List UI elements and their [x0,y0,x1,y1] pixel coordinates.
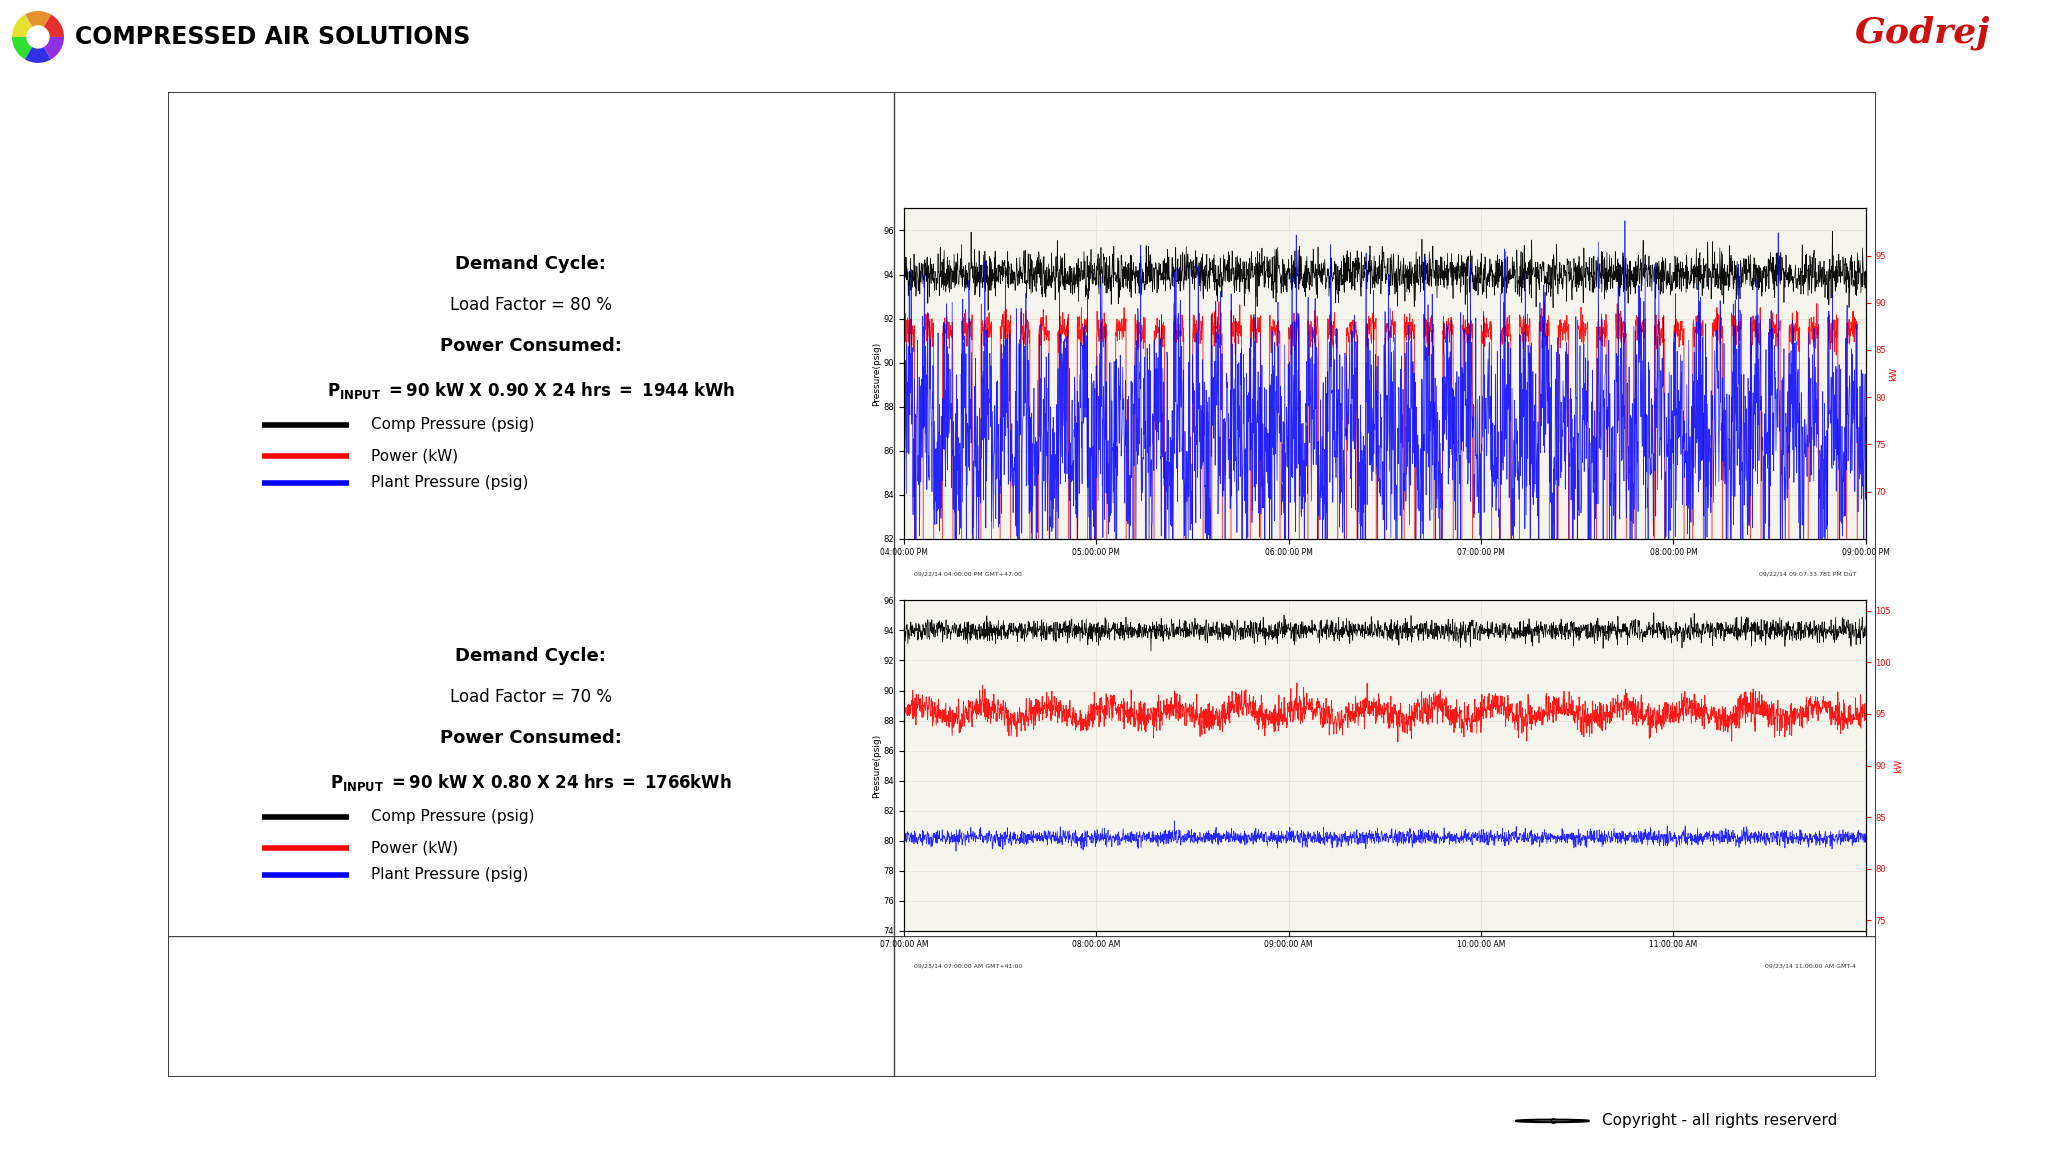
Text: Power (kW): Power (kW) [371,448,459,463]
Wedge shape [25,12,51,37]
Y-axis label: kW: kW [1888,366,1898,380]
Text: 09/22/14 04:00:00 PM GMT+47:00: 09/22/14 04:00:00 PM GMT+47:00 [913,571,1022,577]
Text: Power (kW): Power (kW) [371,840,459,855]
Text: 09/23/14 07:00:00 AM GMT+41:00: 09/23/14 07:00:00 AM GMT+41:00 [913,964,1022,969]
Text: Demand Cycle:: Demand Cycle: [455,647,606,665]
Text: Energy Savings with Fixed Speed Compressor: Energy Savings with Fixed Speed Compress… [522,92,1526,129]
Text: COMPRESSED AIR SOLUTIONS: COMPRESSED AIR SOLUTIONS [76,25,471,48]
Text: Load Factor = 70 %: Load Factor = 70 % [451,688,612,706]
Text: c: c [1550,1116,1554,1126]
Text: $\mathbf{P_{INPUT}}$$\mathbf{\ = 90\ kW\ X\ 0.80\ X\ 24\ hrs\ =\ 1766kWh}$: $\mathbf{P_{INPUT}}$$\mathbf{\ = 90\ kW\… [330,772,731,793]
Circle shape [27,25,49,48]
Text: Plant Pressure (psig): Plant Pressure (psig) [371,476,528,491]
Wedge shape [12,15,39,37]
Text: Comp Pressure (psig): Comp Pressure (psig) [371,810,535,825]
Text: Demand Cycle:: Demand Cycle: [455,256,606,273]
Text: With ControlAir™ IFC: With ControlAir™ IFC [428,561,635,578]
Y-axis label: Pressure(psig): Pressure(psig) [872,734,881,797]
Text: 09/23/14 11:00:00 AM GMT-4: 09/23/14 11:00:00 AM GMT-4 [1765,964,1855,969]
Wedge shape [12,37,39,60]
Text: Plant Pressure (psig): Plant Pressure (psig) [371,867,528,882]
Wedge shape [39,37,63,60]
Wedge shape [39,15,63,37]
Text: Energy Consumption for 500 cfm (850 m3/hr); 120 HP / 90 kW VSD Air Compressor: Energy Consumption for 500 cfm (850 m3/h… [635,113,1409,131]
Text: Copyright - all rights reserverd: Copyright - all rights reserverd [1602,1113,1837,1129]
Text: 09/22/14 09:07:33.781 PM DuT: 09/22/14 09:07:33.781 PM DuT [1759,571,1855,577]
Wedge shape [25,37,51,63]
Text: Comp Pressure (psig): Comp Pressure (psig) [371,417,535,432]
Text: Power Consumed:: Power Consumed: [440,729,623,748]
Text: Power Consumed:: Power Consumed: [440,338,623,355]
Y-axis label: kW: kW [1894,758,1903,773]
Text: Godrej: Godrej [1855,16,1991,51]
Text: Load Factor = 80 %: Load Factor = 80 % [451,296,612,314]
Y-axis label: Pressure(psig): Pressure(psig) [872,341,881,406]
Text: $\mathbf{P_{INPUT}}$$\mathbf{\ = 90\ kW\ X\ 0.90\ X\ 24\ hrs\ =\ 1944\ kWh}$: $\mathbf{P_{INPUT}}$$\mathbf{\ = 90\ kW\… [328,380,735,401]
Text: Without ControlAir™ IFC: Without ControlAir™ IFC [412,168,651,187]
